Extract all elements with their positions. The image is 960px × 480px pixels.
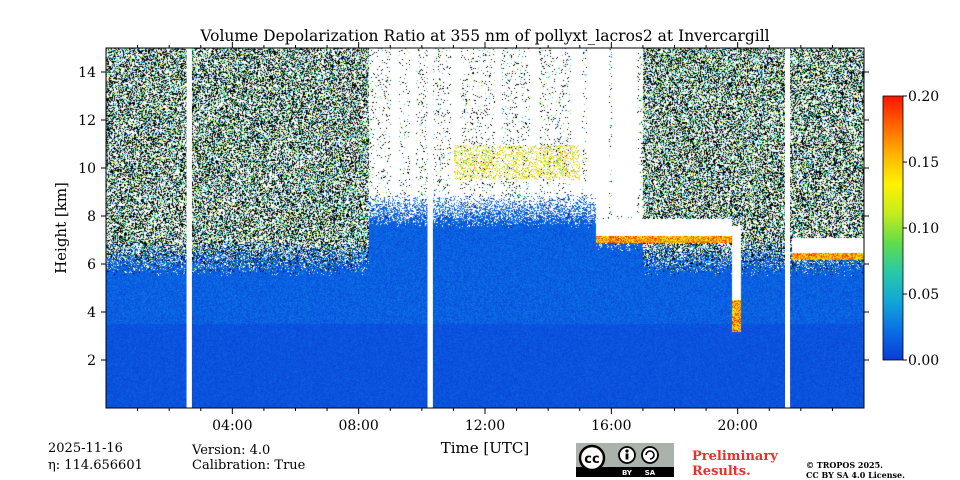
cc-by-text: BY xyxy=(622,469,633,477)
data-gap xyxy=(186,48,192,408)
y-tick-label: 10 xyxy=(78,161,96,177)
footer-eta: η: 114.656601 xyxy=(48,458,143,473)
data-gap xyxy=(427,48,433,408)
cc-logo-text: cc xyxy=(584,452,599,467)
colorbar: 0.00 0.05 0.10 0.15 0.20 xyxy=(882,89,939,369)
x-axis-label: Time [UTC] xyxy=(441,439,530,457)
x-tick-label: 08:00 xyxy=(338,418,378,434)
colorbar-ticks: 0.00 0.05 0.10 0.15 0.20 xyxy=(903,89,939,369)
y-tick-label: 6 xyxy=(87,257,96,273)
colorbar-tick-label: 0.05 xyxy=(908,287,939,303)
footer-date: 2025-11-16 xyxy=(48,441,123,456)
chart-title: Volume Depolarization Ratio at 355 nm of… xyxy=(199,27,769,45)
x-tick-label: 04:00 xyxy=(212,418,252,434)
x-tick-label: 16:00 xyxy=(591,418,631,434)
y-tick-label: 2 xyxy=(87,353,96,369)
cc-sa-text: SA xyxy=(645,469,656,477)
y-axis-label: Height [km] xyxy=(52,182,70,274)
results-label: Results. xyxy=(692,464,751,479)
colorbar-gradient xyxy=(882,95,904,361)
data-gap xyxy=(785,48,791,408)
colorbar-tick-label: 0.10 xyxy=(908,221,939,237)
share-alike-icon xyxy=(641,446,659,464)
y-tick-label: 8 xyxy=(87,209,96,225)
license-label: CC BY SA 4.0 License. xyxy=(806,470,905,480)
preliminary-label: Preliminary xyxy=(692,449,778,464)
y-axis: 2 4 6 8 10 12 14 xyxy=(78,65,869,369)
footer-calibration: Calibration: True xyxy=(192,458,306,473)
colorbar-tick-label: 0.15 xyxy=(908,155,939,171)
y-tick-label: 12 xyxy=(78,113,96,129)
y-tick-label: 4 xyxy=(87,305,96,321)
depolarization-heatmap xyxy=(106,48,864,408)
x-axis: 04:00 08:00 12:00 16:00 20:00 xyxy=(137,42,833,434)
data-gaps xyxy=(186,48,791,408)
cc-icon xyxy=(578,444,606,472)
y-tick-label: 14 xyxy=(78,65,96,81)
x-tick-label: 12:00 xyxy=(465,418,505,434)
x-tick-label: 20:00 xyxy=(717,418,757,434)
copyright-label: © TROPOS 2025. xyxy=(806,460,883,470)
heatmap-container xyxy=(106,48,864,408)
colorbar-tick-label: 0.20 xyxy=(908,89,939,105)
cc-license-badge: cc BY SA xyxy=(576,443,674,477)
footer-version: Version: 4.0 xyxy=(192,443,271,458)
plot-area xyxy=(105,47,865,409)
colorbar-tick-label: 0.00 xyxy=(908,353,939,369)
